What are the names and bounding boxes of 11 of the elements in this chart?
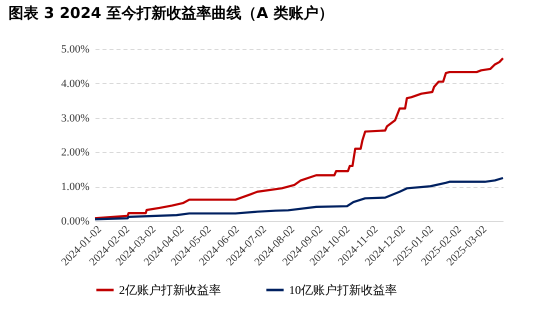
y-tick-label: 2.00% bbox=[61, 146, 90, 159]
y-tick-label: 0.00% bbox=[61, 216, 90, 228]
y-tick-label: 4.00% bbox=[61, 78, 90, 90]
legend-label: 10亿账户打新收益率 bbox=[289, 283, 397, 297]
y-tick-label: 1.00% bbox=[61, 181, 90, 194]
line-series bbox=[94, 176, 504, 220]
line-series bbox=[94, 57, 504, 220]
y-tick-label: 3.00% bbox=[61, 112, 90, 124]
y-tick-label: 5.00% bbox=[61, 44, 90, 56]
legend-label: 2亿账户打新收益率 bbox=[119, 283, 221, 297]
chart-title: 图表 3 2024 至今打新收益率曲线（A 类账户） bbox=[8, 4, 334, 22]
